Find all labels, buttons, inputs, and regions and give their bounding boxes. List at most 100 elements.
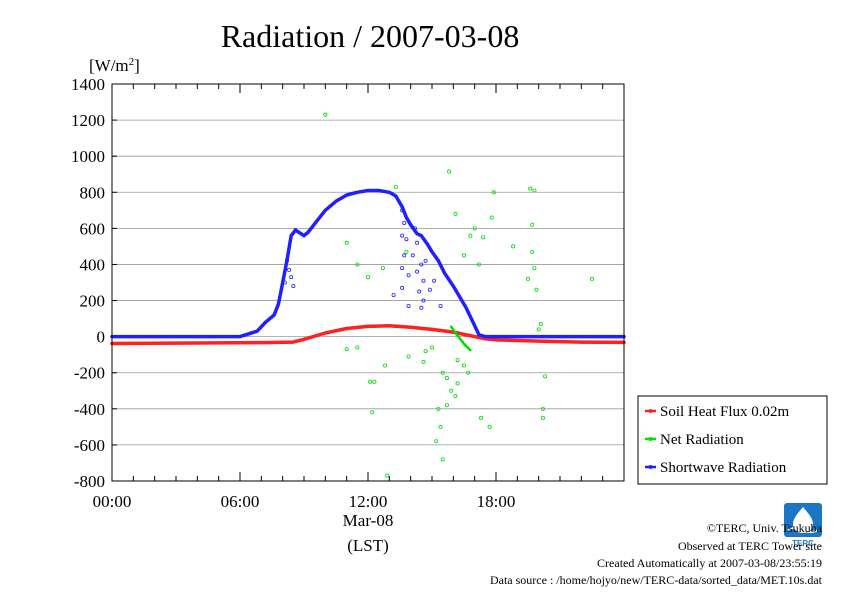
net-radiation-point: [380, 266, 385, 271]
x-tick-label: 06:00: [221, 492, 260, 511]
net-radiation-point: [449, 388, 454, 393]
net-radiation-point: [540, 406, 545, 411]
created-text: Created Automatically at 2007-03-08/23:5…: [597, 556, 822, 570]
net-radiation-line: [449, 325, 472, 352]
terc-logo-text: TERC: [792, 539, 814, 548]
shortwave-radiation-point: [287, 267, 292, 272]
net-radiation-point: [393, 184, 398, 189]
net-radiation-point: [370, 410, 375, 415]
grid: [112, 83, 624, 482]
shortwave-radiation-point: [421, 278, 426, 283]
net-radiation-point: [455, 381, 460, 386]
shortwave-radiation-point: [406, 303, 411, 308]
shortwave-radiation-point: [404, 237, 409, 242]
wave-icon: [787, 527, 819, 533]
y-tick-label: 600: [80, 219, 106, 238]
net-radiation-point: [406, 354, 411, 359]
shortwave-radiation-point: [402, 220, 407, 225]
copyright-text: ©TERC, Univ. Tsukuba: [707, 521, 823, 535]
shortwave-radiation-point: [406, 273, 411, 278]
net-radiation-point: [355, 345, 360, 350]
net-radiation-point: [489, 215, 494, 220]
shortwave-radiation-point: [400, 233, 405, 238]
net-radiation-point: [532, 266, 537, 271]
net-radiation-point: [444, 376, 449, 381]
net-radiation-point: [528, 186, 533, 191]
net-radiation-point: [447, 169, 452, 174]
shortwave-radiation-point: [438, 303, 443, 308]
chart-title: Radiation / 2007-03-08: [221, 18, 520, 54]
net-radiation-point: [423, 349, 428, 354]
net-radiation-point: [468, 233, 473, 238]
y-tick-label: -800: [74, 472, 105, 491]
source-text: Data source : /home/hojyo/new/TERC-data/…: [490, 573, 823, 587]
net-radiation-point: [476, 262, 481, 267]
net-radiation-point: [455, 358, 460, 363]
net-radiation-point: [355, 262, 360, 267]
legend: Soil Heat Flux 0.02m Net Radiation Shortwa…: [637, 395, 828, 485]
y-tick-label: 1000: [71, 147, 105, 166]
x-axis-label: (LST): [347, 536, 389, 555]
axis-ticks: -800 -600 -400 -200 0 200 400 600 800 1000 1200 140…: [71, 75, 625, 511]
x-tick-label: 12:00: [349, 492, 388, 511]
net-radiation-point: [436, 406, 441, 411]
net-radiation-point: [453, 211, 458, 216]
net-radiation-point: [461, 363, 466, 368]
shortwave-radiation-point: [417, 289, 422, 294]
shortwave-radiation-point: [400, 266, 405, 271]
net-radiation-legend-marker: [648, 436, 653, 441]
net-radiation-point: [429, 345, 434, 350]
y-tick-label: 1200: [71, 111, 105, 130]
net-radiation-point: [590, 276, 595, 281]
net-radiation-point: [385, 473, 390, 478]
x-tick-label: 18:00: [477, 492, 516, 511]
net-radiation-point: [543, 374, 548, 379]
series-layer: [110, 112, 626, 478]
net-radiation-point: [344, 240, 349, 245]
y-tick-label: 1400: [71, 75, 105, 94]
net-radiation-point: [383, 363, 388, 368]
legend-box: [637, 395, 828, 485]
net-radiation-point: [453, 394, 458, 399]
x-tick-label: 00:00: [93, 492, 132, 511]
net-radiation-point: [530, 222, 535, 227]
terc-logo: TERC: [784, 503, 822, 548]
net-radiation-point: [536, 327, 541, 332]
net-radiation-point: [440, 457, 445, 462]
net-radiation-point: [434, 439, 439, 444]
net-radiation-point: [530, 249, 535, 254]
soil-heat-flux-0-02m-legend-label: Soil Heat Flux 0.02m: [660, 404, 790, 420]
net-radiation-point: [511, 244, 516, 249]
shortwave-radiation-point: [421, 298, 426, 303]
shortwave-radiation-legend-marker: [648, 464, 653, 469]
shortwave-radiation-point: [419, 262, 424, 267]
shortwave-radiation-point: [391, 293, 396, 298]
y-axis-label-close: ]: [134, 56, 140, 75]
net-radiation-point: [534, 287, 539, 292]
net-radiation-point: [487, 424, 492, 429]
net-radiation-point: [472, 226, 477, 231]
shortwave-radiation-point: [415, 240, 420, 245]
shortwave-radiation-point: [410, 253, 415, 258]
shortwave-radiation-point: [423, 258, 428, 263]
y-tick-label: 200: [80, 292, 106, 311]
net-radiation-point: [421, 359, 426, 364]
soil-heat-flux-0-02m-line: [110, 324, 626, 346]
net-radiation-point: [404, 249, 409, 254]
shortwave-radiation-line: [110, 188, 626, 339]
net-radiation-point: [491, 190, 496, 195]
shortwave-radiation-legend-label: Shortwave Radiation: [660, 460, 787, 476]
net-radiation-point: [466, 370, 471, 375]
y-axis-label-main: [W/m: [89, 56, 129, 75]
x-axis-date-label: Mar-08: [343, 511, 394, 530]
shortwave-radiation-point: [291, 284, 296, 289]
net-radiation-legend-label: Net Radiation: [660, 432, 744, 448]
net-radiation-point: [538, 322, 543, 327]
y-tick-label: -200: [74, 364, 105, 383]
net-radiation-point: [461, 253, 466, 258]
net-radiation-point: [344, 347, 349, 352]
shortwave-radiation-point: [400, 285, 405, 290]
net-radiation-point: [540, 415, 545, 420]
net-radiation-point: [372, 379, 377, 384]
